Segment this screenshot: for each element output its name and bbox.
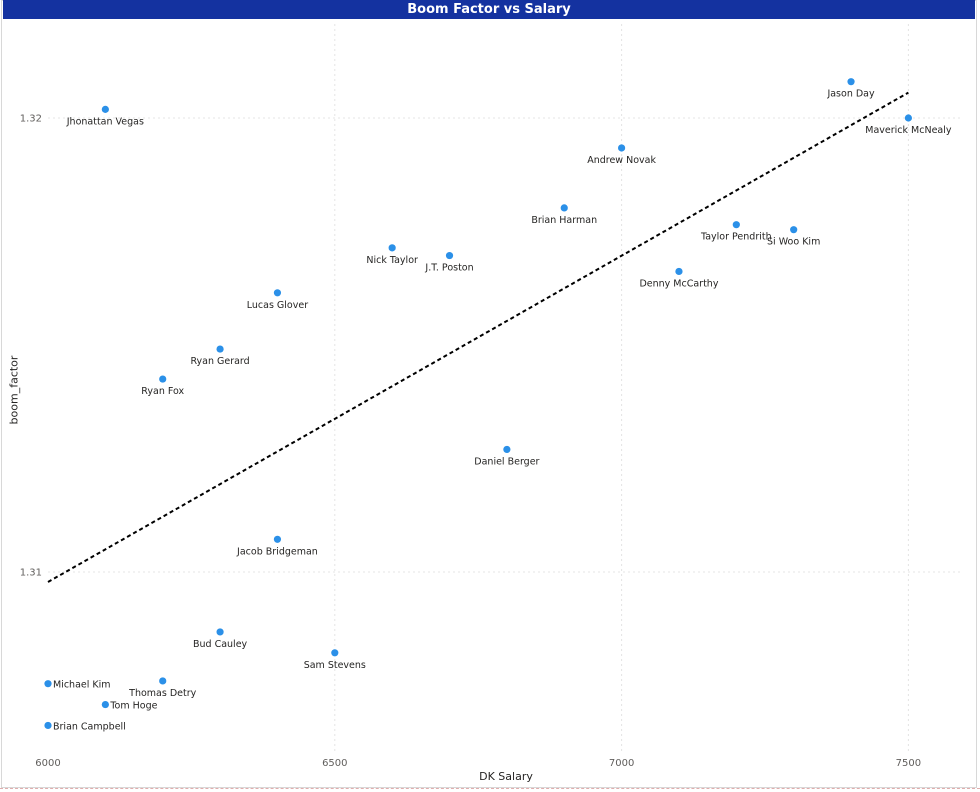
- data-label-nick-taylor: Nick Taylor: [366, 255, 418, 266]
- data-label-michael-kim: Michael Kim: [53, 680, 111, 691]
- data-point-ryan-gerard[interactable]: [216, 345, 224, 353]
- data-point-bud-cauley[interactable]: [216, 628, 224, 636]
- data-label-lucas-glover: Lucas Glover: [247, 300, 308, 311]
- data-point-denny-mccarthy[interactable]: [675, 267, 683, 276]
- data-label-jhonattan-vegas: Jhonattan Vegas: [66, 116, 144, 127]
- data-label-j-t-poston: J.T. Poston: [424, 263, 473, 274]
- data-label-brian-harman: Brian Harman: [531, 215, 597, 226]
- focus-border: [0, 788, 980, 789]
- data-point-jason-day[interactable]: [847, 78, 855, 86]
- data-label-sam-stevens: Sam Stevens: [304, 660, 366, 671]
- data-label-andrew-novak: Andrew Novak: [587, 155, 656, 166]
- x-tick-label-6500: 6500: [322, 758, 347, 769]
- x-tick-label-6000: 6000: [35, 758, 60, 769]
- chart-title: Boom Factor vs Salary: [3, 0, 975, 19]
- data-point-j-t-poston[interactable]: [445, 251, 454, 260]
- trendline-layer: [47, 91, 909, 583]
- x-tick-label-7500: 7500: [896, 758, 921, 769]
- y-axis-label: boom_factor: [7, 355, 21, 425]
- axis-ticks: 6000 6500 7000 7500 1.31 1.32: [20, 114, 921, 770]
- data-label-denny-mccarthy: Denny McCarthy: [639, 278, 718, 289]
- data-label-jacob-bridgeman: Jacob Bridgeman: [236, 546, 318, 557]
- data-point-taylor-pendrith[interactable]: [732, 221, 740, 229]
- data-point-maverick-mcnealy[interactable]: [904, 114, 913, 122]
- data-point-nick-taylor[interactable]: [388, 244, 396, 252]
- data-labels: Jhonattan Vegas Jason Day Maverick McNealy…: [53, 89, 952, 733]
- data-point-brian-harman[interactable]: [560, 204, 568, 212]
- data-label-thomas-detry: Thomas Detry: [128, 688, 196, 699]
- data-label-taylor-pendrith: Taylor Pendrith: [700, 232, 772, 243]
- data-point-tom-hoge[interactable]: [101, 700, 109, 709]
- data-label-tom-hoge: Tom Hoge: [109, 701, 157, 712]
- data-label-maverick-mcnealy: Maverick McNealy: [865, 125, 952, 136]
- data-point-andrew-novak[interactable]: [618, 144, 626, 152]
- data-point-daniel-berger[interactable]: [503, 445, 511, 454]
- data-point-jhonattan-vegas[interactable]: [101, 105, 109, 113]
- x-axis-label: DK Salary: [479, 770, 533, 783]
- y-tick-label-1.31: 1.31: [20, 568, 42, 579]
- data-points: [44, 78, 913, 730]
- data-point-jacob-bridgeman[interactable]: [273, 535, 282, 543]
- data-label-ryan-fox: Ryan Fox: [141, 386, 184, 397]
- data-label-brian-campbell: Brian Campbell: [53, 721, 126, 732]
- data-point-ryan-fox[interactable]: [159, 375, 167, 383]
- data-label-ryan-gerard: Ryan Gerard: [190, 356, 249, 367]
- data-point-michael-kim[interactable]: [44, 680, 52, 688]
- data-label-si-woo-kim: Si Woo Kim: [767, 237, 820, 248]
- data-label-daniel-berger: Daniel Berger: [474, 456, 539, 467]
- data-label-jason-day: Jason Day: [826, 89, 875, 100]
- data-point-lucas-glover[interactable]: [273, 289, 282, 297]
- data-point-sam-stevens[interactable]: [331, 649, 339, 657]
- trendline: [47, 91, 909, 583]
- data-point-thomas-detry[interactable]: [159, 677, 167, 685]
- data-point-si-woo-kim[interactable]: [790, 226, 798, 234]
- x-tick-label-7000: 7000: [609, 758, 634, 769]
- data-point-brian-campbell[interactable]: [44, 721, 52, 730]
- gridlines: [48, 24, 960, 752]
- x-axis-label-wrap: DK Salary: [0, 770, 980, 783]
- data-label-bud-cauley: Bud Cauley: [193, 639, 248, 650]
- y-tick-label-1.32: 1.32: [20, 114, 42, 125]
